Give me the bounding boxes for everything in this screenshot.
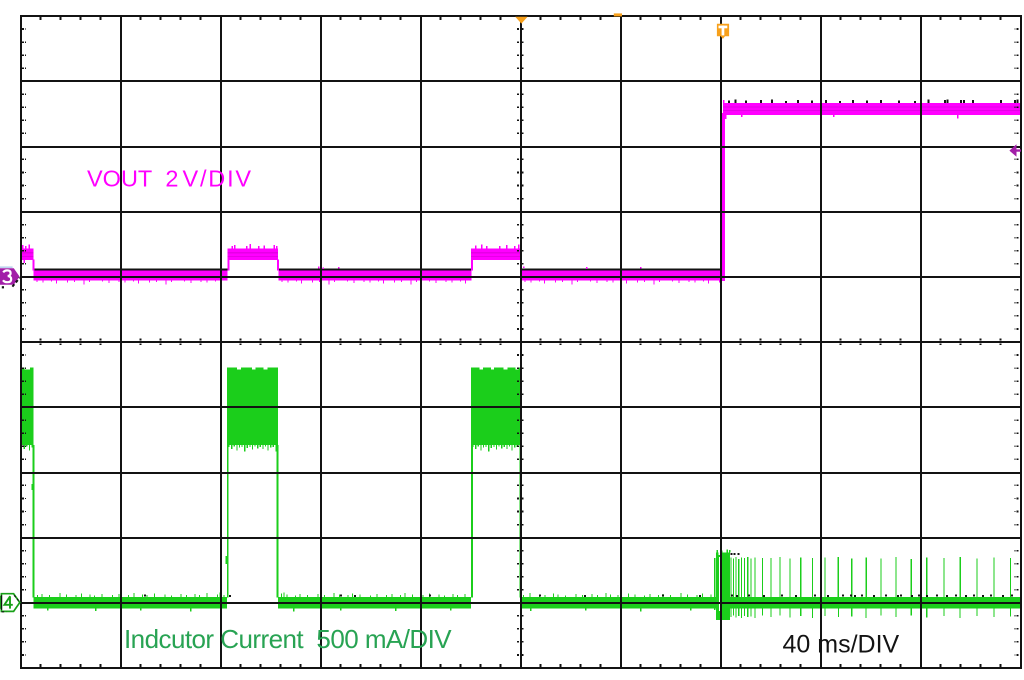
- svg-text:40 ms/DIV: 40 ms/DIV: [783, 630, 900, 658]
- svg-text:VOUT 2: VOUT 2: [87, 165, 178, 191]
- svg-text:V/DIV: V/DIV: [183, 165, 253, 191]
- svg-text:Indcutor Current 500 mA/DIV: Indcutor Current 500 mA/DIV: [124, 624, 452, 654]
